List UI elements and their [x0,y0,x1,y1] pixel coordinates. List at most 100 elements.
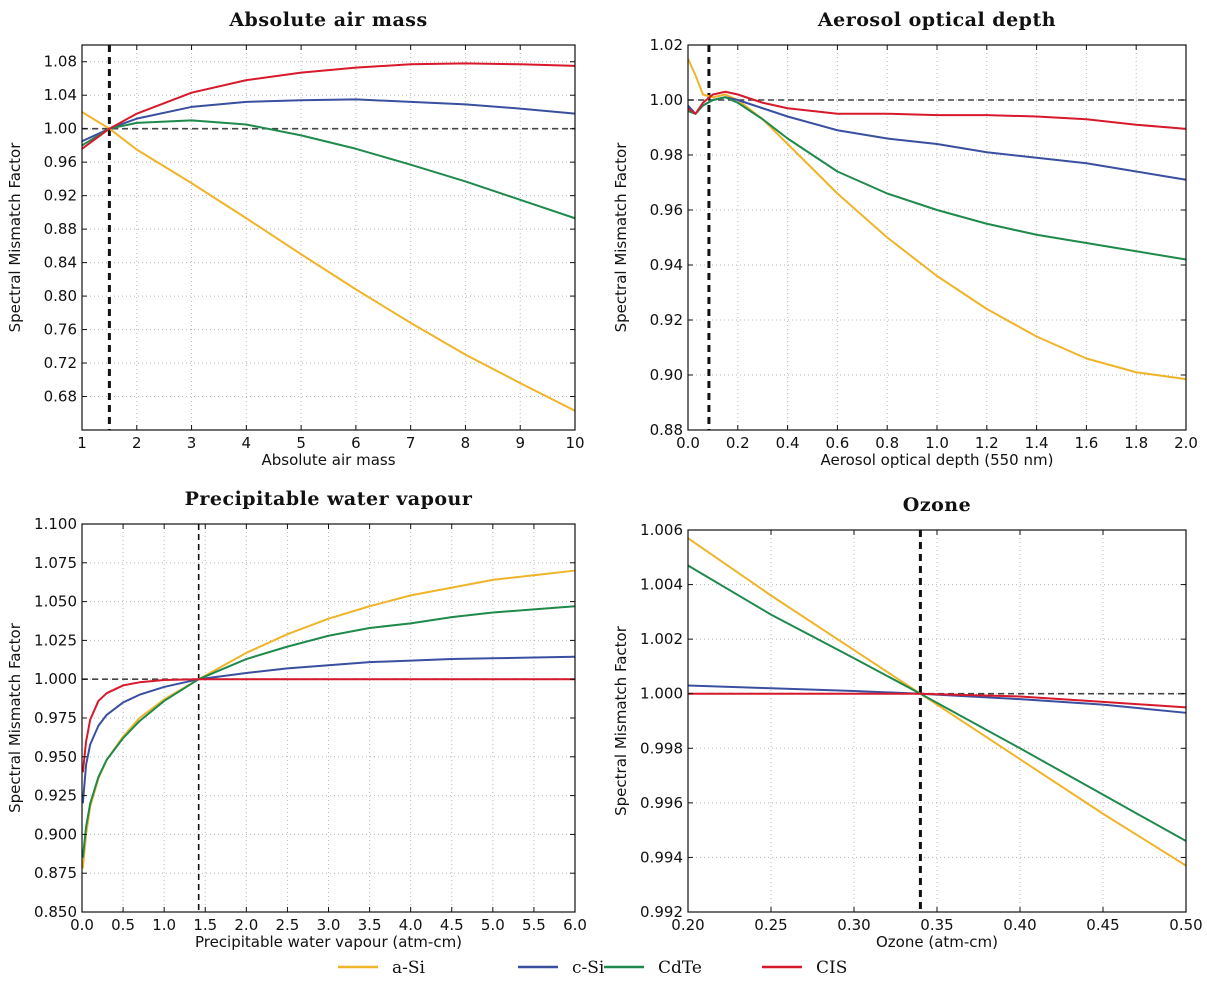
y-tick-label: 0.88 [44,220,77,238]
x-axis-label: Absolute air mass [261,451,395,469]
x-tick-label: 1.5 [193,916,217,934]
x-tick-label: 0.4 [776,434,800,452]
panel-title: Ozone [903,494,971,516]
x-tick-label: 3.5 [358,916,382,934]
x-axis-label: Aerosol optical depth (550 nm) [821,451,1054,469]
series-line-cdte [81,119,576,220]
y-tick-label: 0.96 [44,153,77,171]
y-tick-label: 0.996 [640,794,683,812]
series-line-cis [81,62,576,150]
y-tick-label: 0.94 [650,256,683,274]
panel-2: 0.0 0.2 0.4 0.6 0.8 1.0 1.2 1.4 1.6 1.8 2.0 0.88 0.9… [612,9,1198,469]
series-line-cdte [687,96,1187,261]
x-tick-label: 1.8 [1124,434,1148,452]
x-tick-label: 3.0 [317,916,341,934]
x-tick-label: 4.0 [399,916,423,934]
panel-title: Aerosol optical depth [817,9,1056,31]
y-tick-label: 1.002 [640,630,683,648]
x-tick-label: 7 [406,434,416,452]
y-tick-label: 0.88 [650,421,683,439]
x-tick-label: 2.0 [1174,434,1198,452]
x-tick-label: 0.35 [920,916,953,934]
x-tick-label: 0.30 [837,916,870,934]
x-tick-label: 2.0 [234,916,258,934]
y-tick-label: 0.96 [650,201,683,219]
x-tick-label: 1 [77,434,87,452]
series-line-a-si [687,58,1187,381]
y-tick-label: 0.875 [34,864,77,882]
y-tick-label: 0.92 [650,311,683,329]
y-tick-label: 0.900 [34,825,77,843]
y-tick-label: 0.92 [44,187,77,205]
series-line-a-si [81,111,576,412]
y-tick-label: 0.950 [34,748,77,766]
y-tick-label: 1.000 [34,670,77,688]
x-tick-label: 0.0 [676,434,700,452]
y-tick-label: 0.76 [44,321,77,339]
x-tick-label: 0.45 [1086,916,1119,934]
x-tick-label: 8 [461,434,471,452]
legend-label-cis: CIS [816,958,847,978]
y-tick-label: 1.00 [650,91,683,109]
x-tick-label: 10 [565,434,584,452]
x-tick-label: 1.6 [1074,434,1098,452]
y-tick-label: 0.994 [640,848,683,866]
x-tick-label: 9 [515,434,525,452]
x-tick-label: 5 [296,434,306,452]
x-tick-label: 6.0 [563,916,587,934]
panel-title: Precipitable water vapour [185,488,473,510]
panel-4: 0.20 0.25 0.30 0.35 0.40 0.45 0.50 0.992 0.994 0.… [612,494,1203,951]
legend: a-Si c-Si CdTe CIS [338,958,847,978]
x-axis-label: Precipitable water vapour (atm-cm) [195,933,462,951]
series-line-cdte [81,605,576,858]
legend-label-a-si: a-Si [392,958,426,978]
series-line-c-si [81,655,576,804]
y-tick-label: 1.100 [34,515,77,533]
y-axis-label: Spectral Mismatch Factor [6,622,24,813]
legend-label-cdte: CdTe [658,958,702,978]
series-line-cis [81,678,575,773]
plot-area [688,530,1186,912]
y-tick-label: 1.006 [640,521,683,539]
x-tick-label: 3 [187,434,197,452]
x-tick-label: 1.0 [925,434,949,452]
panel-title: Absolute air mass [228,9,427,31]
x-tick-label: 0.8 [875,434,899,452]
panel-3: 0.0 0.5 1.0 1.5 2.0 2.5 3.0 3.5 4.0 4.5 5.0 5.5 6.0 0… [6,488,587,951]
y-tick-label: 0.90 [650,366,683,384]
y-tick-label: 1.08 [44,53,77,71]
y-tick-label: 1.04 [44,86,77,104]
x-tick-label: 1.4 [1025,434,1049,452]
x-tick-label: 0.25 [754,916,787,934]
x-tick-label: 5.0 [481,916,505,934]
y-tick-label: 1.00 [44,120,77,138]
x-tick-label: 6 [351,434,361,452]
y-tick-label: 1.025 [34,631,77,649]
series-line-cis [688,692,1187,709]
y-tick-label: 0.925 [34,787,77,805]
x-tick-label: 0.40 [1003,916,1036,934]
plot-area [82,524,575,912]
x-tick-label: 0.20 [671,916,704,934]
y-tick-label: 1.000 [640,685,683,703]
panel-1: 1 2 3 4 5 6 7 8 9 10 0.68 0.72 0.76 0.80 0.84 0.88 0.92 0… [6,9,585,469]
series-line-c-si [81,98,576,143]
y-tick-label: 0.68 [44,388,77,406]
y-axis-label: Spectral Mismatch Factor [6,142,24,333]
y-tick-label: 0.84 [44,254,77,272]
x-tick-label: 0.6 [825,434,849,452]
y-tick-label: 1.02 [650,36,683,54]
y-tick-label: 0.975 [34,709,77,727]
x-tick-label: 4.5 [440,916,464,934]
y-tick-label: 1.050 [34,593,77,611]
y-axis-label: Spectral Mismatch Factor [612,625,630,816]
y-tick-label: 0.80 [44,287,77,305]
legend-label-c-si: c-Si [572,958,605,978]
x-tick-label: 0.5 [111,916,135,934]
x-tick-label: 0.2 [726,434,750,452]
y-tick-label: 0.998 [640,739,683,757]
y-tick-label: 0.72 [44,354,77,372]
y-tick-label: 0.992 [640,903,683,921]
y-tick-label: 0.850 [34,903,77,921]
